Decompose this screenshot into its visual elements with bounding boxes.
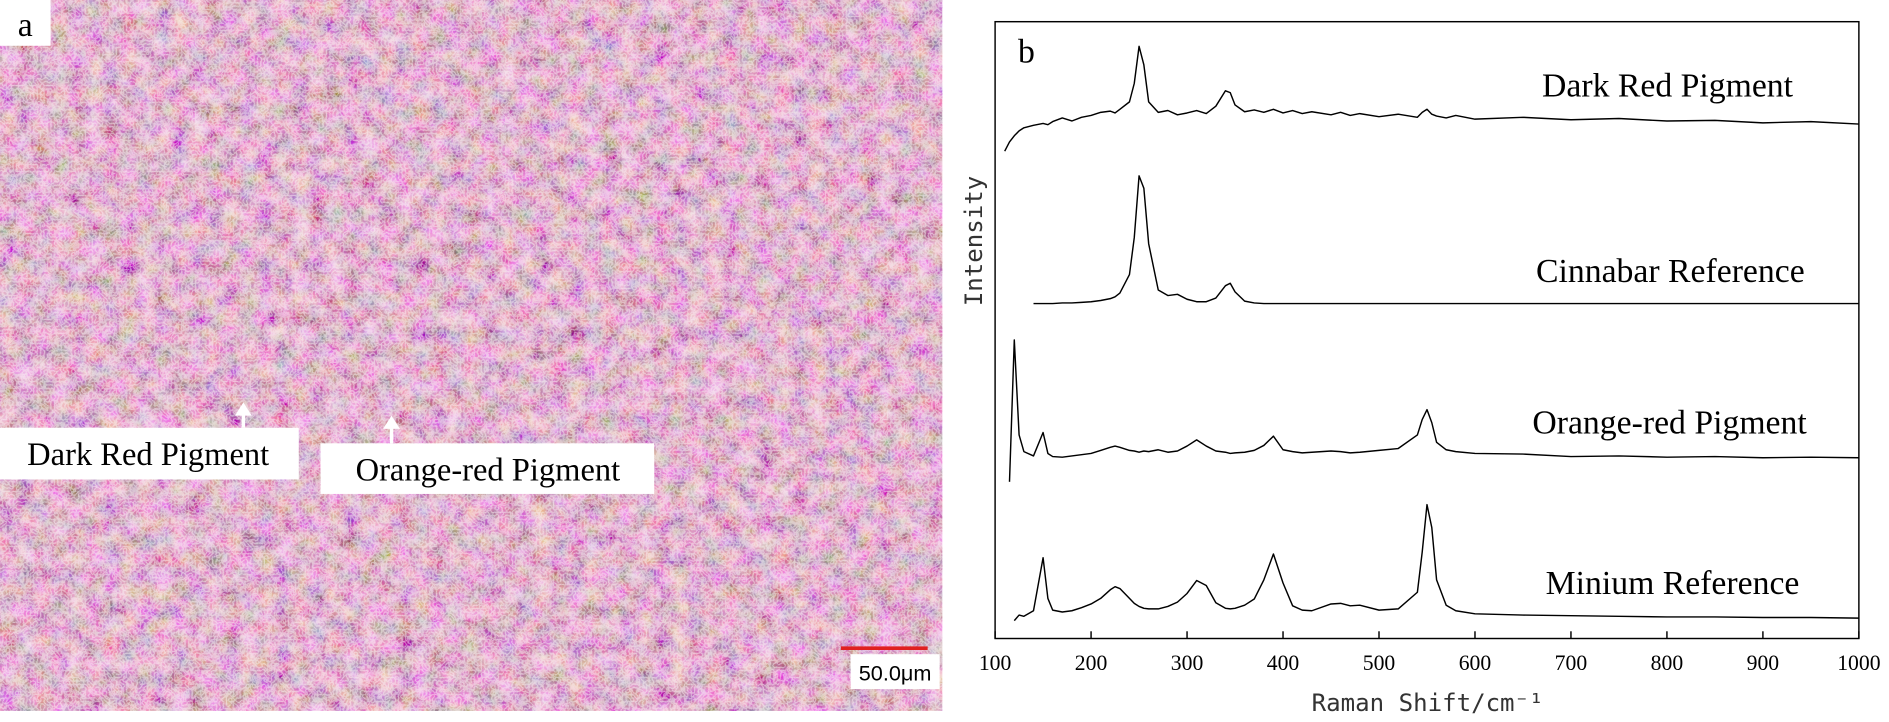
arrow-head bbox=[383, 415, 400, 429]
panel-a: a Dark Red Pigment Orange-red Pigment 50… bbox=[0, 0, 943, 711]
panel-b: b Raman Shift/cm⁻¹ Intensity 100 200 300 40… bbox=[960, 20, 1881, 717]
annotation-box bbox=[0, 427, 299, 480]
x-tick-label: 100 bbox=[979, 651, 1012, 675]
x-axis-label: Raman Shift/cm⁻¹ bbox=[1312, 689, 1544, 717]
x-tick-label: 600 bbox=[1459, 651, 1492, 675]
scale-bar-label: 50.0μm bbox=[859, 661, 932, 686]
scale-bar-box bbox=[850, 654, 940, 690]
x-tick-label: 1000 bbox=[1837, 651, 1881, 675]
y-axis-label: Intensity bbox=[960, 176, 988, 306]
x-tick-label: 500 bbox=[1363, 651, 1396, 675]
spectrum-line bbox=[1004, 45, 1859, 152]
series-label: Dark Red Pigment bbox=[1542, 67, 1794, 104]
annotation-box bbox=[320, 443, 655, 494]
x-tick-label: 800 bbox=[1651, 651, 1684, 675]
x-tick-label: 400 bbox=[1267, 651, 1300, 675]
panel-label-box bbox=[0, 0, 51, 46]
spectrum-line bbox=[1008, 339, 1859, 482]
arrow-head bbox=[234, 402, 252, 416]
x-tick-label: 900 bbox=[1747, 651, 1780, 675]
annotation: Dark Red Pigment bbox=[27, 437, 269, 473]
panel-label: a bbox=[18, 7, 33, 44]
micrograph-speckle bbox=[0, 0, 943, 711]
series-label: Minium Reference bbox=[1546, 565, 1800, 602]
x-tick-label: 300 bbox=[1171, 651, 1204, 675]
spectrum-line bbox=[1013, 503, 1859, 622]
x-tick-label: 200 bbox=[1075, 651, 1108, 675]
series-label: Cinnabar Reference bbox=[1536, 253, 1805, 290]
panel-label: b bbox=[1018, 34, 1035, 71]
x-tick-label: 700 bbox=[1555, 651, 1588, 675]
spectrum-line bbox=[1033, 175, 1859, 305]
series-label: Orange-red Pigment bbox=[1532, 405, 1807, 442]
plot-frame bbox=[994, 20, 1860, 640]
annotation: Orange-red Pigment bbox=[356, 453, 621, 489]
